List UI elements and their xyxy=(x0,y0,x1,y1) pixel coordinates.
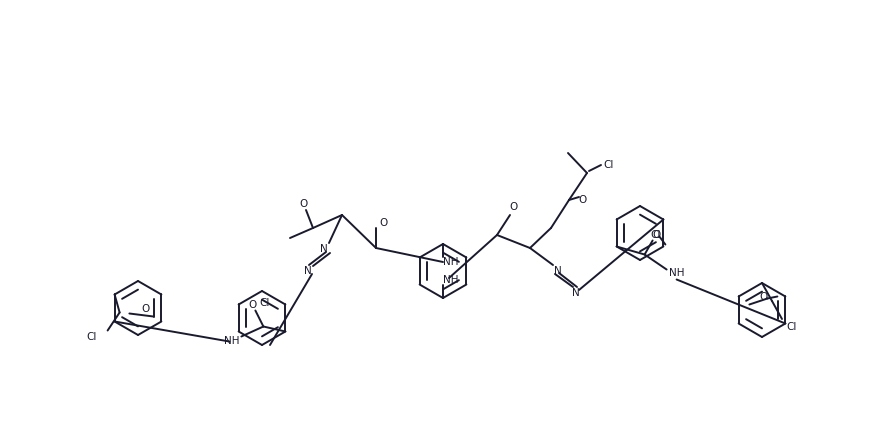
Text: O: O xyxy=(299,199,307,209)
Text: NH: NH xyxy=(443,257,458,267)
Text: NH: NH xyxy=(223,335,239,345)
Text: N: N xyxy=(554,266,561,276)
Text: O: O xyxy=(652,229,660,239)
Text: Cl: Cl xyxy=(86,331,97,341)
Text: O: O xyxy=(141,304,150,314)
Text: O: O xyxy=(379,218,388,228)
Text: Cl: Cl xyxy=(649,229,660,239)
Text: N: N xyxy=(320,244,328,254)
Text: NH: NH xyxy=(668,269,684,279)
Text: N: N xyxy=(304,266,312,276)
Text: O: O xyxy=(248,300,256,310)
Text: O: O xyxy=(758,292,766,302)
Text: Cl: Cl xyxy=(260,298,270,308)
Text: N: N xyxy=(571,288,579,298)
Text: O: O xyxy=(579,195,587,205)
Text: Cl: Cl xyxy=(603,160,613,170)
Text: NH: NH xyxy=(443,275,458,285)
Text: O: O xyxy=(509,202,517,212)
Text: Cl: Cl xyxy=(786,322,797,332)
